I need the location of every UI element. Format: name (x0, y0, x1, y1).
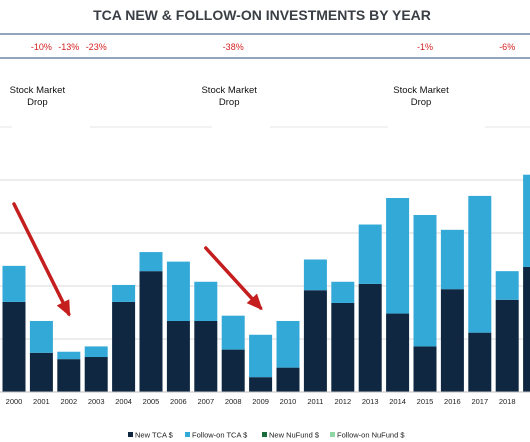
bar (523, 266, 530, 392)
x-tick-label: 2013 (362, 397, 379, 406)
bar (331, 302, 355, 392)
bar (29, 320, 53, 353)
bar (112, 301, 136, 392)
bar (386, 313, 410, 392)
chart-title: TCA NEW & FOLLOW-ON INVESTMENTS BY YEAR (93, 7, 431, 23)
x-tick-label: 2010 (280, 397, 297, 406)
arrow-shaft (12, 202, 71, 316)
x-tick-label: 2002 (60, 397, 77, 406)
x-tick-label: 2006 (170, 397, 187, 406)
annotation-label: Stock Market Drop (393, 85, 449, 108)
bar (358, 224, 382, 284)
bar (2, 265, 26, 302)
bar (440, 289, 464, 392)
arrow-head (246, 293, 263, 311)
legend-swatch (128, 432, 133, 437)
legend-swatch (185, 432, 190, 437)
bar (166, 320, 190, 392)
bar (194, 281, 218, 321)
bar (358, 283, 382, 392)
bar (303, 259, 327, 291)
legend-label: Follow-on NuFund $ (337, 431, 405, 440)
bar (331, 281, 355, 303)
x-tick-label: 2003 (88, 397, 105, 406)
percent-change-label: -10% (31, 42, 52, 52)
bar (84, 357, 108, 392)
x-tick-label: 2014 (389, 397, 406, 406)
bar (57, 351, 81, 360)
x-tick-label: 2012 (334, 397, 351, 406)
percent-change-label: -6% (499, 42, 515, 52)
bar (139, 252, 163, 272)
x-tick-label: 2017 (471, 397, 488, 406)
percent-change-label: -23% (86, 42, 107, 52)
percent-change-label: -38% (223, 42, 244, 52)
annotation-label: Stock Market Drop (201, 85, 257, 108)
arrow-layer (12, 202, 263, 317)
legend-label: Follow-on TCA $ (192, 431, 248, 440)
x-tick-label: 2007 (197, 397, 214, 406)
x-tick-label: 2015 (417, 397, 434, 406)
bar (495, 299, 519, 392)
bar (413, 214, 437, 347)
percent-change-label: -13% (58, 42, 79, 52)
legend: New TCA $ Follow-on TCA $ New NuFund $ Foll… (128, 431, 405, 440)
annotation-label: Stock Market Drop (10, 85, 66, 108)
bar (440, 229, 464, 290)
x-tick-label: 2009 (252, 397, 269, 406)
bar (221, 349, 245, 392)
legend-swatch (262, 432, 267, 437)
arrow-shaft (204, 246, 263, 310)
bar (2, 301, 26, 392)
bar (84, 346, 108, 358)
bar (276, 367, 300, 392)
x-tick-label: 2004 (115, 397, 132, 406)
percent-change-label: -1% (417, 42, 433, 52)
tick-layer: 2000 2001 2002 2003 2004 2005 2006 2007 2008 2009… (6, 397, 516, 406)
legend-label: New TCA $ (135, 431, 174, 440)
annotation-layer: Stock Market Drop Stock Market Drop Stock Ma… (10, 85, 449, 108)
x-tick-label: 2001 (33, 397, 50, 406)
bars-layer (2, 174, 530, 392)
bar (276, 320, 300, 368)
legend-label: New NuFund $ (269, 431, 320, 440)
x-tick-label: 2000 (6, 397, 23, 406)
legend-swatch (330, 432, 335, 437)
bar (57, 359, 81, 392)
bar (249, 377, 273, 392)
arrow-head (56, 299, 71, 317)
x-tick-label: 2016 (444, 397, 461, 406)
bar (166, 261, 190, 321)
bar (413, 346, 437, 392)
x-tick-label: 2018 (499, 397, 516, 406)
percent-layer: -10% -13% -23% -38% -1% -6% (31, 42, 515, 52)
bar (221, 315, 245, 350)
x-tick-label: 2011 (307, 397, 323, 406)
bar (468, 332, 492, 392)
bar (495, 271, 519, 300)
bar (303, 290, 327, 392)
bar (194, 320, 218, 392)
bar (386, 198, 410, 314)
bar (468, 195, 492, 333)
x-tick-label: 2005 (143, 397, 160, 406)
bar (249, 334, 273, 378)
bar (523, 174, 530, 267)
bar (139, 271, 163, 392)
bar (112, 284, 136, 302)
x-tick-label: 2008 (225, 397, 242, 406)
bar (29, 352, 53, 392)
